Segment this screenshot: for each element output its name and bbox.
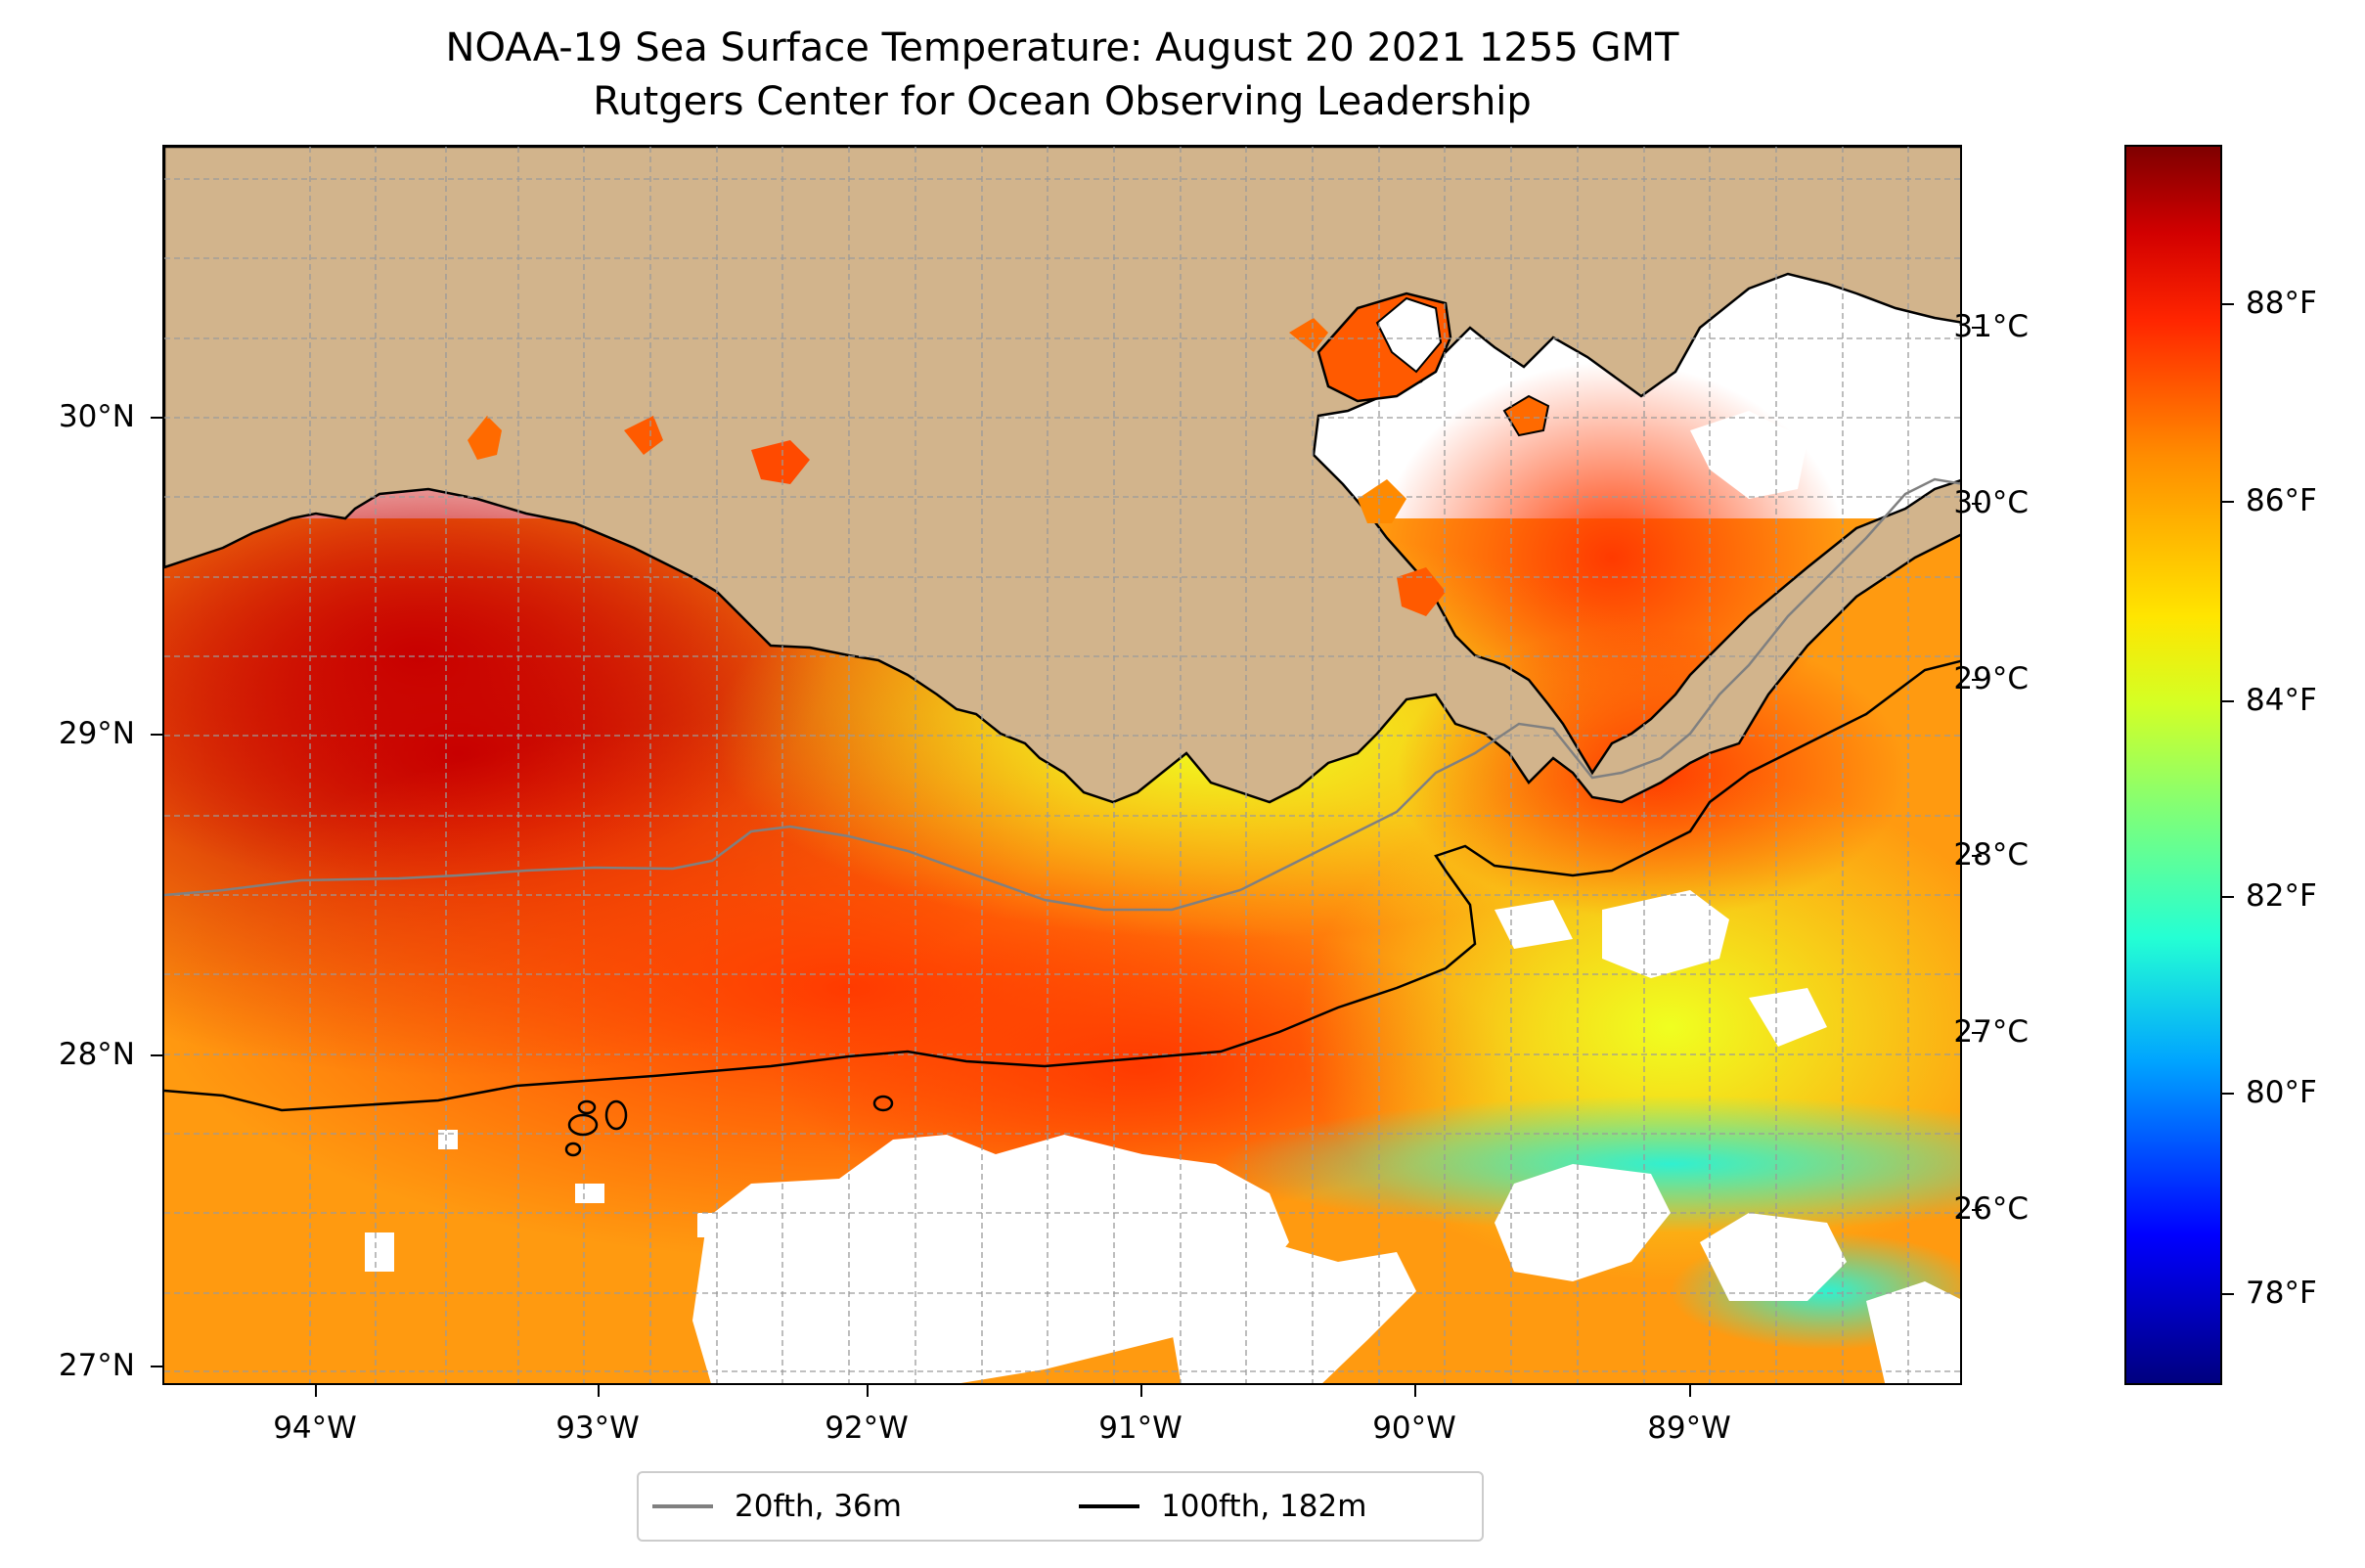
colorbar-fahrenheit-tick [2222,1293,2234,1295]
legend: 20fth, 36m 100fth, 182m [637,1471,1484,1542]
colorbar-fahrenheit-tick [2222,303,2234,305]
colorbar-celsius-tick [1972,855,1982,857]
legend-item-20fth: 20fth, 36m [652,1473,902,1540]
colorbar-celsius-tick [1972,327,1982,329]
sst-map-canvas [164,147,1960,1383]
lon-tick-label: 94°W [273,1411,357,1446]
chart-title: NOAA-19 Sea Surface Temperature: August … [162,22,1962,129]
lon-tick-mark [1140,1385,1142,1397]
legend-item-100fth: 100fth, 182m [1079,1473,1366,1540]
inland-water [468,291,1550,616]
lon-tick-mark [1414,1385,1416,1397]
lat-tick-mark [151,1054,162,1056]
bank-contours [564,1095,894,1157]
colorbar-celsius-label: 26°C [1953,1191,2029,1227]
lon-tick-mark [867,1385,869,1397]
lon-tick-mark [598,1385,600,1397]
colorbar-celsius-label: 30°C [1953,485,2029,520]
legend-label: 100fth, 182m [1161,1489,1367,1524]
legend-swatch-gray-line [652,1504,713,1508]
title-line-1: NOAA-19 Sea Surface Temperature: August … [445,25,1679,70]
lat-tick-mark [151,734,162,736]
colorbar [2124,145,2222,1385]
graticule [164,147,1960,1383]
colorbar-fahrenheit-label: 84°F [2246,683,2317,718]
colorbar-celsius-tick [1972,679,1982,681]
colorbar-celsius-tick [1972,1032,1982,1034]
colorbar-celsius-label: 31°C [1953,309,2029,344]
isobath-100fth [164,659,1960,1112]
lat-tick-label: 27°N [58,1348,135,1383]
lat-tick-mark [151,417,162,419]
lat-tick-label: 30°N [58,399,135,434]
lon-tick-label: 92°W [825,1411,909,1446]
lat-tick-label: 29°N [58,716,135,751]
colorbar-celsius-label: 29°C [1953,661,2029,696]
lon-tick-label: 91°W [1098,1411,1182,1446]
legend-swatch-black-line [1079,1504,1139,1508]
colorbar-celsius-label: 27°C [1953,1014,2029,1050]
colorbar-fahrenheit-label: 86°F [2246,483,2317,518]
colorbar-fahrenheit-tick [2222,501,2234,503]
colorbar-fahrenheit-label: 80°F [2246,1075,2317,1110]
lon-tick-mark [1689,1385,1691,1397]
colorbar-fahrenheit-label: 88°F [2246,286,2317,321]
lon-tick-label: 90°W [1372,1411,1456,1446]
isobath-20fth [164,477,1960,912]
title-line-2: Rutgers Center for Ocean Observing Leade… [593,79,1532,124]
legend-label: 20fth, 36m [735,1489,902,1524]
colorbar-celsius-label: 28°C [1953,837,2029,873]
lat-tick-label: 28°N [58,1037,135,1072]
lon-tick-label: 89°W [1647,1411,1731,1446]
colorbar-fahrenheit-tick [2222,896,2234,898]
colorbar-fahrenheit-label: 82°F [2246,878,2317,914]
colorbar-fahrenheit-tick [2222,1093,2234,1095]
colorbar-celsius-tick [1972,503,1982,505]
colorbar-fahrenheit-label: 78°F [2246,1276,2317,1311]
sst-map [162,145,1962,1385]
lon-tick-mark [315,1385,317,1397]
no-data-areas [365,372,1960,1383]
colorbar-celsius-tick [1972,1209,1982,1211]
lon-tick-label: 93°W [556,1411,640,1446]
colorbar-fahrenheit-tick [2222,700,2234,702]
lat-tick-mark [151,1366,162,1367]
